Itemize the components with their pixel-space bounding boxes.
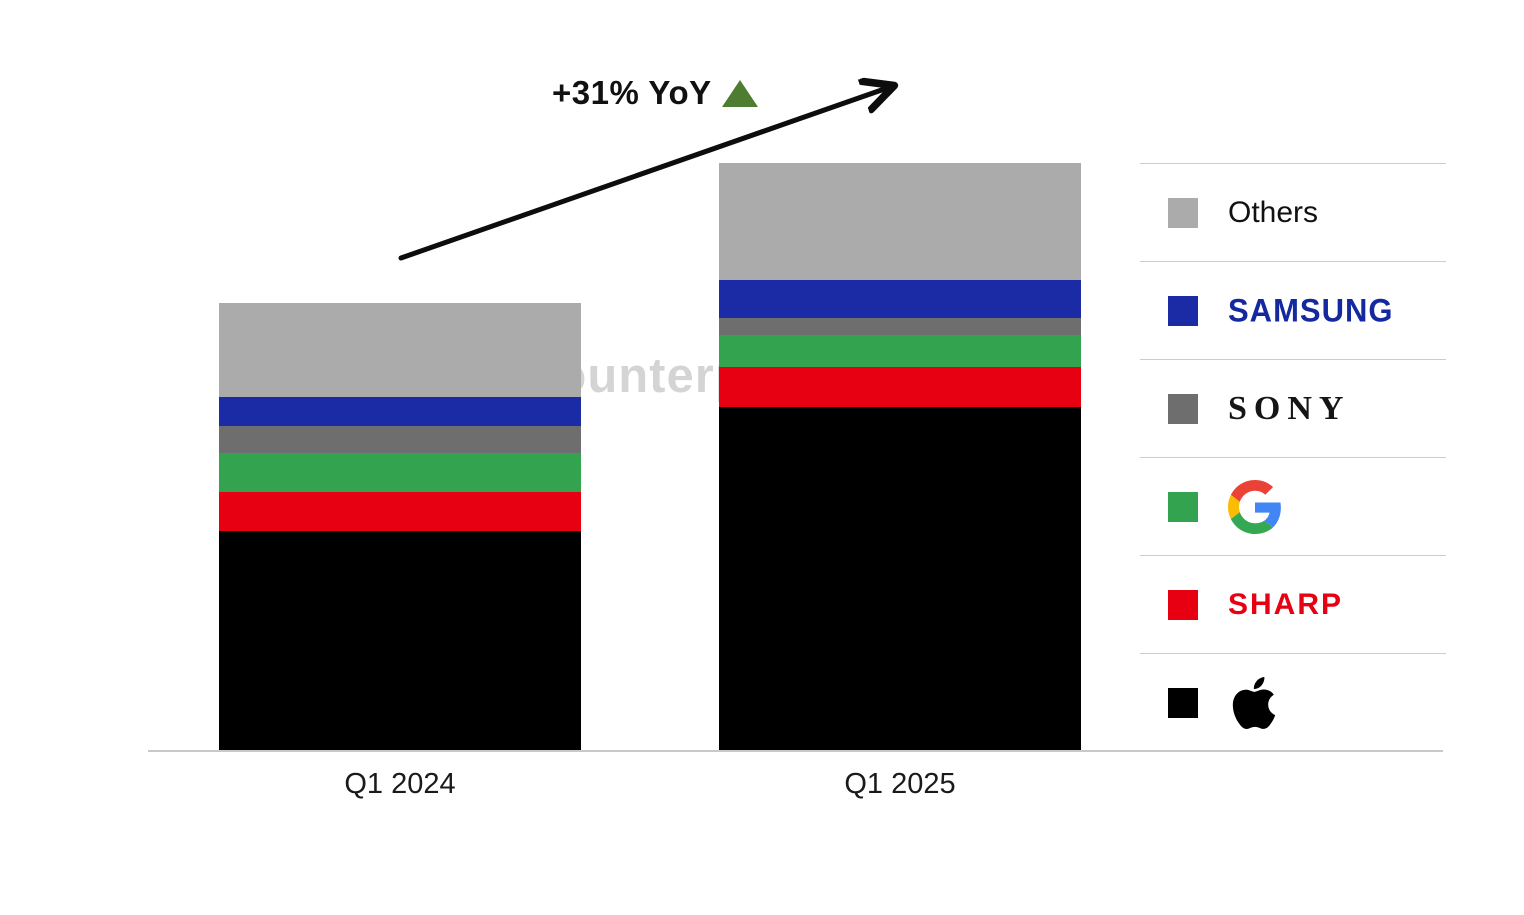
legend-item-sharp: SHARP	[1140, 555, 1446, 653]
others-swatch	[1168, 197, 1198, 228]
legend-item-apple	[1140, 653, 1446, 751]
google-swatch	[1168, 491, 1198, 522]
yoy-annotation: +31% YoY	[552, 74, 758, 112]
others-label: Others	[1228, 195, 1319, 229]
samsung-wordmark: SAMSUNG	[1228, 291, 1394, 329]
bar-segment-apple-q1-2024	[219, 531, 581, 751]
sharp-wordmark: SHARP	[1228, 587, 1344, 621]
samsung-swatch	[1168, 295, 1198, 326]
bar-segment-google-q1-2024	[219, 453, 581, 493]
legend-item-sony: SONY	[1140, 359, 1446, 457]
sony-wordmark: SONY	[1228, 389, 1351, 427]
category-label-q1-2025: Q1 2025	[844, 768, 956, 800]
stacked-bar-q1-2025	[719, 163, 1081, 751]
bar-segment-sony-q1-2025	[719, 318, 1081, 336]
apple-logo-icon	[1232, 676, 1276, 729]
legend-item-google	[1140, 457, 1446, 555]
stacked-bar-q1-2024	[219, 303, 581, 751]
yoy-annotation-text: +31% YoY	[552, 74, 712, 111]
bar-segment-apple-q1-2025	[719, 406, 1081, 751]
bar-segment-others-q1-2024	[219, 303, 581, 398]
sony-swatch	[1168, 393, 1198, 424]
google-g-logo-icon	[1228, 479, 1281, 534]
growth-triangle-icon	[721, 79, 758, 107]
bar-segment-google-q1-2025	[719, 335, 1081, 368]
apple-swatch	[1168, 687, 1198, 718]
legend: Others SAMSUNG SONY SHARP	[1140, 163, 1446, 751]
bar-segment-sharp-q1-2025	[719, 367, 1081, 407]
bar-segment-samsung-q1-2025	[719, 279, 1081, 319]
x-axis-line	[148, 750, 1443, 752]
bar-segment-others-q1-2025	[719, 163, 1081, 280]
bar-segment-samsung-q1-2024	[219, 397, 581, 427]
bar-segment-sharp-q1-2024	[219, 492, 581, 532]
category-label-q1-2024: Q1 2024	[344, 768, 456, 800]
sharp-swatch	[1168, 589, 1198, 620]
legend-item-samsung: SAMSUNG	[1140, 261, 1446, 359]
bar-segment-sony-q1-2024	[219, 426, 581, 454]
legend-item-others: Others	[1140, 163, 1446, 261]
